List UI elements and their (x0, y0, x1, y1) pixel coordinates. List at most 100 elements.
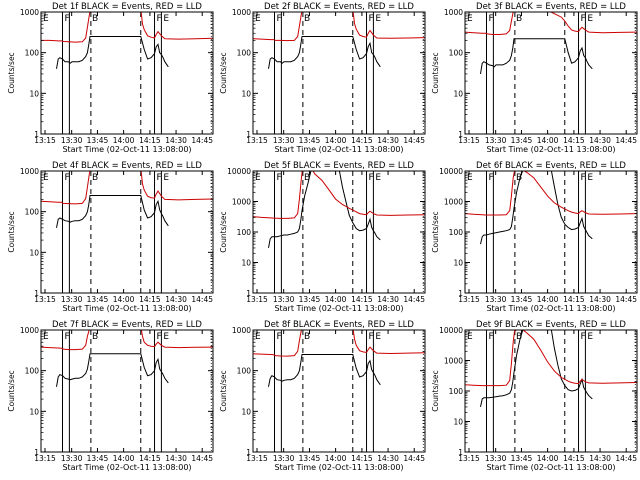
y-tick-label: 1000 (20, 326, 39, 335)
plot-frame (40, 329, 214, 453)
series-line-lld (253, 171, 425, 219)
panel-title: Det 2f BLACK = Events, RED = LLD (264, 2, 414, 12)
x-tick-label: 13:45 (511, 295, 533, 304)
x-tick-label: 14:15 (351, 136, 373, 145)
interval-label: B (516, 332, 522, 342)
y-tick-label: 1 (458, 130, 463, 139)
y-tick-label: 10 (29, 407, 39, 416)
interval-label: E (43, 173, 49, 183)
x-tick-label: 14:45 (403, 136, 425, 145)
y-tick-label: 100 (449, 228, 464, 237)
interval-label: E (467, 332, 473, 342)
x-tick-label: 13:15 (246, 295, 268, 304)
panel-title: Det 4f BLACK = Events, RED = LLD (52, 161, 202, 171)
y-tick-label: 10 (241, 407, 251, 416)
x-tick-label: 13:45 (87, 454, 109, 463)
series-line-lld (41, 12, 213, 43)
x-tick-label: 14:15 (563, 454, 585, 463)
y-tick-label: 10 (453, 259, 463, 268)
interval-label: F (581, 173, 586, 183)
x-tick-label: 13:15 (458, 295, 480, 304)
series-line-lld (41, 330, 213, 351)
y-tick-label: 1 (458, 289, 463, 298)
series-line-events (56, 353, 169, 387)
x-tick-label: 13:30 (61, 454, 83, 463)
y-axis-label: Counts/sec (219, 211, 228, 252)
x-tick-label: 14:15 (139, 454, 161, 463)
y-tick-label: 1000 (444, 198, 463, 207)
series-line-lld (465, 12, 637, 35)
y-axis-label: Counts/sec (219, 52, 228, 93)
x-tick-label: 13:30 (273, 136, 295, 145)
x-tick-label: 14:00 (325, 295, 347, 304)
y-tick-label: 1 (458, 448, 463, 457)
series-line-events (268, 171, 381, 248)
x-tick-label: 14:00 (113, 295, 135, 304)
x-axis-label: Start Time (02-Oct-11 13:08:00) (274, 463, 403, 472)
series-line-lld (253, 12, 425, 42)
y-axis-label: Counts/sec (431, 52, 440, 93)
x-axis-label: Start Time (02-Oct-11 13:08:00) (486, 145, 615, 154)
y-tick-label: 100 (25, 208, 40, 217)
x-tick-label: 13:15 (246, 454, 268, 463)
y-tick-label: 100 (449, 49, 464, 58)
series-line-lld (465, 171, 637, 216)
plot-frame (464, 11, 638, 135)
interval-label: F (277, 173, 282, 183)
x-tick-label: 14:00 (537, 454, 559, 463)
interval-label: F (277, 14, 282, 24)
x-tick-label: 14:00 (537, 295, 559, 304)
interval-label: F (489, 14, 494, 24)
interval-label: B (304, 332, 310, 342)
y-tick-label: 100 (237, 228, 252, 237)
x-tick-label: 14:45 (615, 454, 637, 463)
x-axis-label: Start Time (02-Oct-11 13:08:00) (486, 304, 615, 313)
x-tick-label: 13:30 (485, 136, 507, 145)
x-tick-label: 14:15 (139, 295, 161, 304)
interval-label: B (516, 14, 522, 24)
interval-label: F (65, 332, 70, 342)
panel-title: Det 9f BLACK = Events, RED = LLD (476, 320, 626, 330)
y-tick-label: 10000 (227, 167, 251, 176)
interval-label: E (375, 332, 381, 342)
y-tick-label: 1000 (444, 8, 463, 17)
x-tick-label: 14:45 (191, 454, 213, 463)
panel-title: Det 1f BLACK = Events, RED = LLD (52, 2, 202, 12)
series-line-events (268, 36, 381, 69)
x-tick-label: 14:45 (403, 454, 425, 463)
interval-label: E (43, 14, 49, 24)
y-tick-label: 1 (34, 289, 39, 298)
x-tick-label: 14:00 (325, 136, 347, 145)
x-tick-label: 14:45 (403, 295, 425, 304)
interval-label: F (369, 14, 374, 24)
panel-title: Det 6f BLACK = Events, RED = LLD (476, 161, 626, 171)
plot-frame (40, 170, 214, 294)
x-tick-label: 13:45 (511, 136, 533, 145)
series-line-events (480, 171, 593, 245)
y-tick-label: 100 (237, 49, 252, 58)
x-tick-label: 13:30 (61, 136, 83, 145)
y-tick-label: 10000 (439, 326, 463, 335)
interval-label: E (587, 332, 593, 342)
x-axis-label: Start Time (02-Oct-11 13:08:00) (486, 463, 615, 472)
x-tick-label: 13:15 (34, 295, 56, 304)
x-tick-label: 14:15 (139, 136, 161, 145)
x-tick-label: 14:00 (113, 136, 135, 145)
x-tick-label: 14:30 (589, 136, 611, 145)
interval-label: E (255, 173, 261, 183)
x-tick-label: 13:30 (273, 454, 295, 463)
series-line-lld (253, 330, 425, 357)
interval-label: B (92, 332, 98, 342)
y-tick-label: 1 (34, 448, 39, 457)
interval-label: E (467, 14, 473, 24)
interval-label: E (43, 332, 49, 342)
y-axis-label: Counts/sec (431, 370, 440, 411)
y-tick-label: 10 (29, 248, 39, 257)
y-tick-label: 100 (237, 367, 252, 376)
interval-label: F (65, 173, 70, 183)
interval-label: E (163, 173, 169, 183)
x-tick-label: 13:15 (34, 136, 56, 145)
